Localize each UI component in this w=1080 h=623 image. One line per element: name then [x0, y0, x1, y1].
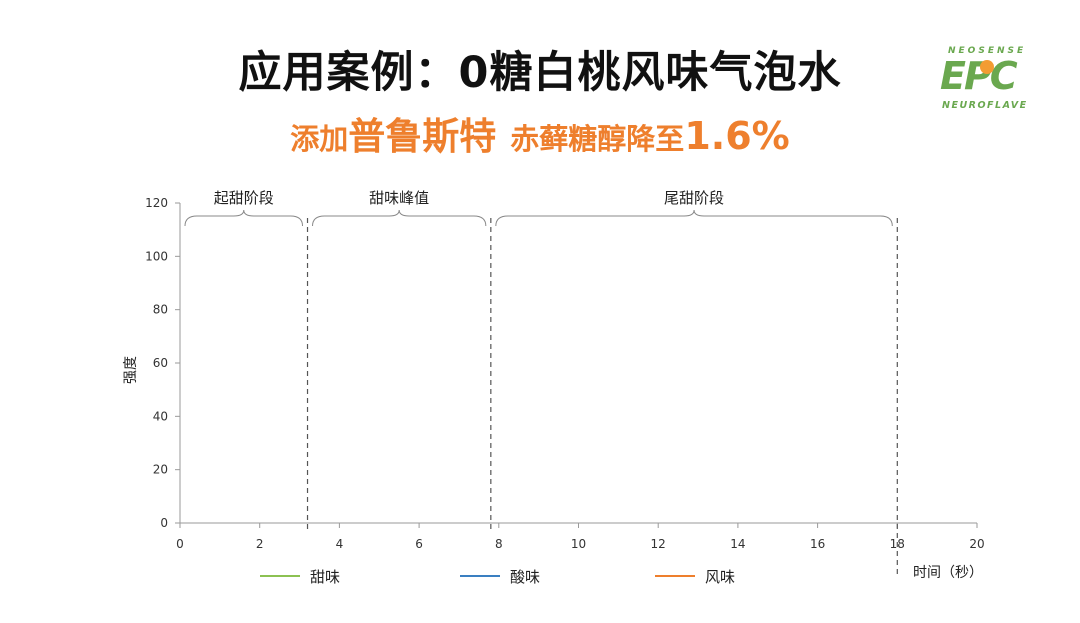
y-tick-label: 80: [153, 303, 168, 317]
logo-main-text: EPC: [940, 54, 1018, 98]
x-tick-label: 0: [176, 537, 184, 551]
x-tick-label: 16: [810, 537, 825, 551]
y-tick-label: 120: [145, 196, 168, 210]
y-tick-label: 0: [160, 516, 168, 530]
page-title: 应用案例：0糖白桃风味气泡水: [238, 48, 842, 98]
x-tick-label: 4: [336, 537, 344, 551]
subtitle-part-2: 普鲁斯特: [348, 115, 497, 158]
x-tick-label: 2: [256, 537, 264, 551]
phase-label: 起甜阶段: [214, 189, 274, 207]
legend-label: 酸味: [510, 568, 540, 586]
x-tick-label: 6: [415, 537, 423, 551]
legend-label: 风味: [705, 568, 735, 586]
brand-logo: NEOSENSE EPC NEUROFLAVE: [940, 46, 1040, 116]
phase-label: 尾甜阶段: [664, 189, 724, 207]
y-tick-label: 100: [145, 249, 168, 263]
logo-bottom-text: NEUROFLAVE: [942, 100, 1028, 111]
x-tick-label: 14: [730, 537, 745, 551]
subtitle-part-3: 赤藓糖醇降至: [510, 122, 685, 156]
x-tick-label: 8: [495, 537, 503, 551]
logo-top-text: NEOSENSE: [948, 46, 1027, 56]
logo-dot-icon: [980, 60, 994, 74]
subtitle-part-4: 1.6%: [684, 114, 790, 158]
x-axis-label: 时间（秒）: [913, 565, 983, 581]
y-tick-label: 20: [153, 463, 168, 477]
legend-label: 甜味: [310, 568, 340, 586]
x-tick-label: 20: [969, 537, 984, 551]
y-tick-label: 40: [153, 409, 168, 423]
page-subtitle: 添加普鲁斯特 赤藓糖醇降至1.6%: [0, 106, 1080, 160]
phase-brace: [495, 209, 893, 227]
phase-brace: [312, 209, 487, 227]
subtitle-part-1: 添加: [290, 122, 349, 156]
phase-label: 甜味峰值: [369, 189, 429, 207]
y-tick-label: 60: [153, 356, 168, 370]
x-tick-label: 10: [571, 537, 586, 551]
y-axis-label: 强度: [123, 356, 139, 384]
phase-brace: [184, 209, 304, 227]
x-tick-label: 12: [651, 537, 666, 551]
